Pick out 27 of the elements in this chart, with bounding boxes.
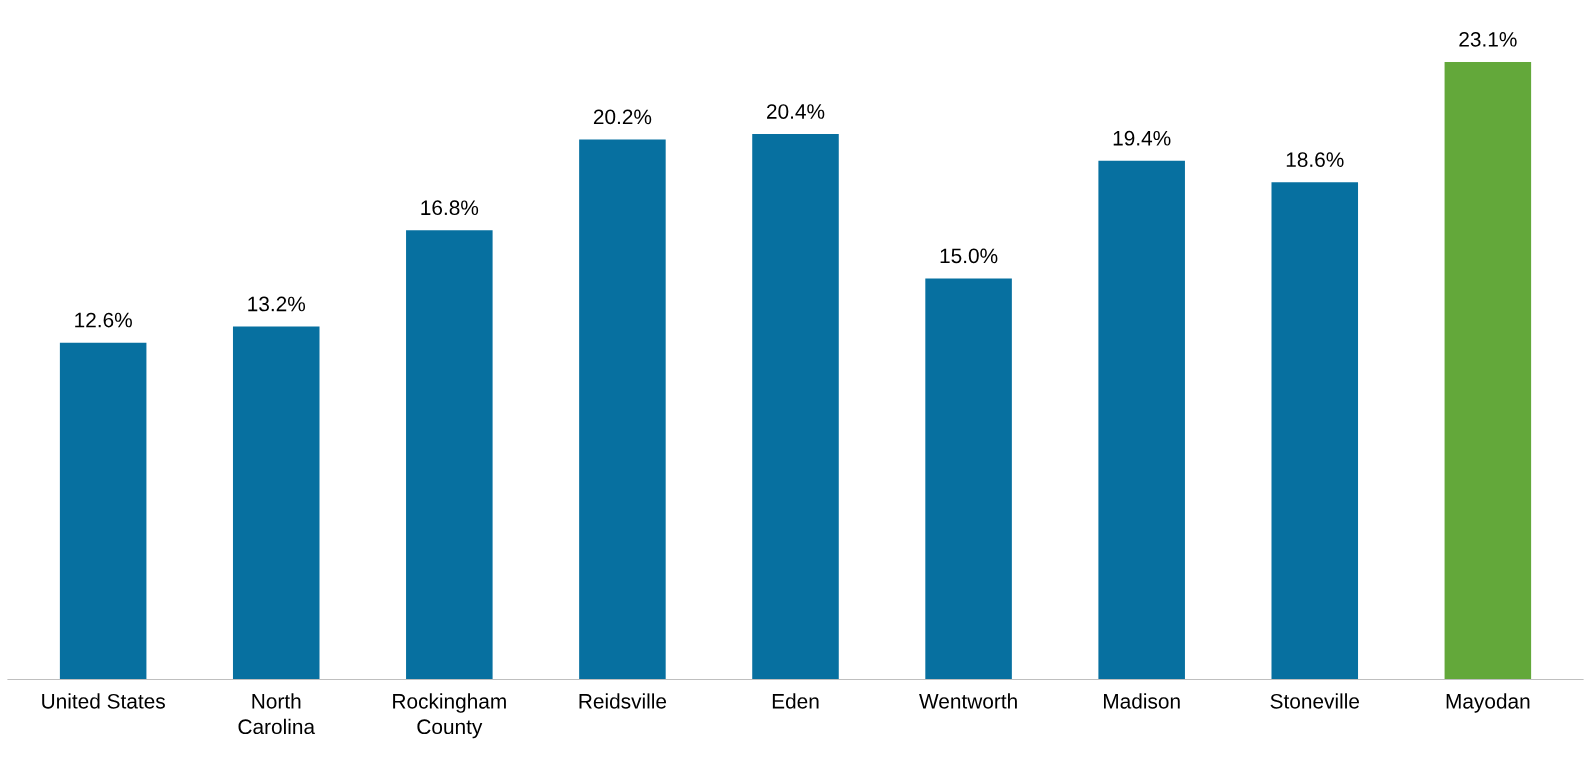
bar (579, 139, 666, 680)
data-label: 20.4% (767, 104, 825, 119)
bar (1444, 61, 1532, 680)
data-label: 12.6% (75, 312, 132, 328)
bar (59, 342, 147, 680)
bar (1098, 160, 1185, 680)
data-label: 23.1% (1459, 31, 1517, 47)
x-tick-label: United States (42, 693, 165, 709)
data-label: 16.8% (421, 200, 479, 216)
x-tick-label: Mayodan (1446, 693, 1530, 713)
data-label: 19.4% (1113, 130, 1171, 146)
bar (925, 278, 1012, 680)
data-label: 13.2% (248, 296, 306, 312)
bar (752, 134, 839, 680)
x-tick-label: Wentworth (919, 693, 1017, 709)
x-tick-label: North Carolina (238, 693, 316, 735)
bar (232, 326, 320, 680)
x-tick-label: Rockingham County (393, 693, 506, 739)
data-label: 18.6% (1286, 152, 1344, 168)
data-label: 15.0% (940, 248, 998, 264)
x-tick-label: Eden (772, 693, 819, 709)
x-tick-label: Stoneville (1270, 693, 1359, 709)
bar (1271, 182, 1359, 680)
x-tick-label: Reidsville (579, 693, 667, 709)
data-label: 20.2% (593, 109, 652, 125)
bar (406, 230, 493, 680)
x-tick-label: Madison (1104, 693, 1180, 709)
